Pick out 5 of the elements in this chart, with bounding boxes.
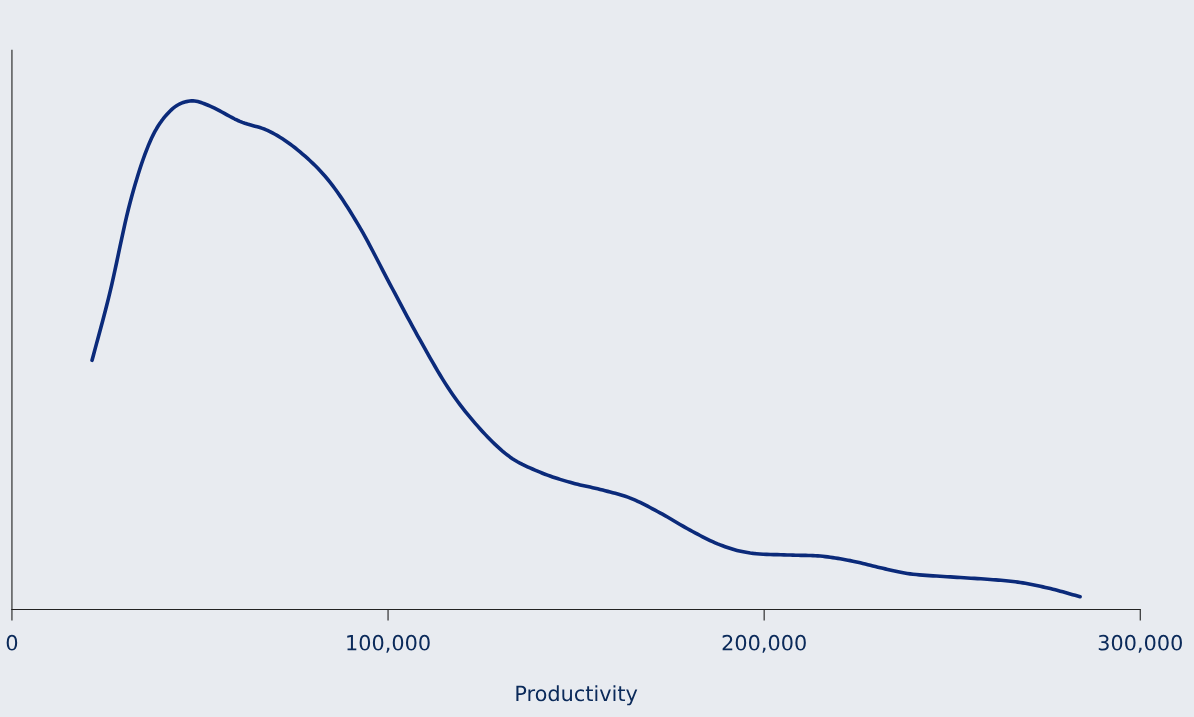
x-tick-label: 200,000 — [722, 634, 806, 653]
x-tick-label: 300,000 — [1098, 634, 1182, 653]
x-axis-title: Productivity — [516, 685, 638, 706]
x-tick-label: 0 — [6, 634, 18, 651]
x-tick-label: 100,000 — [347, 634, 430, 653]
